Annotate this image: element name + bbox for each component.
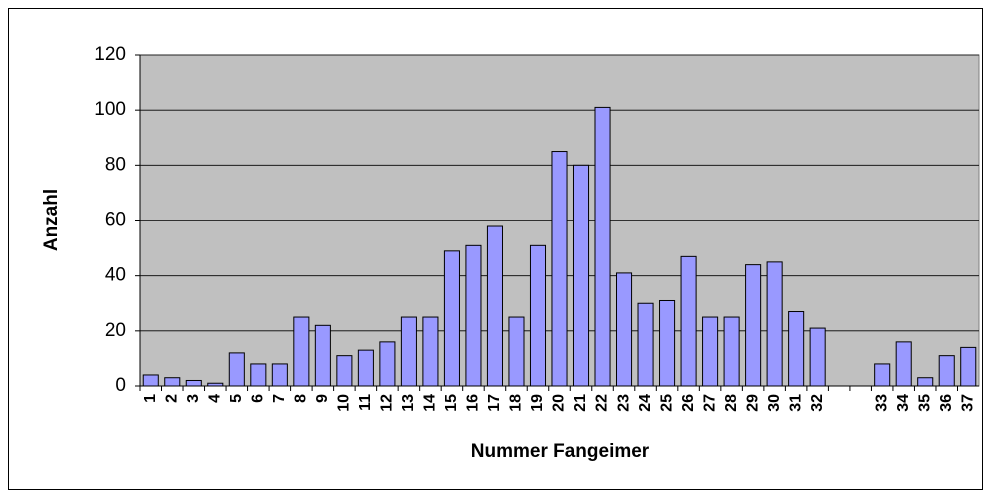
x-tick-label: 5 xyxy=(228,394,245,403)
x-tick-label: 10 xyxy=(336,394,353,412)
bar xyxy=(293,316,310,387)
x-tick-label: 17 xyxy=(486,394,503,412)
x-tick-label: 30 xyxy=(766,394,783,412)
x-tick-label: 16 xyxy=(465,394,482,412)
x-tick-label: 33 xyxy=(873,394,890,412)
bar xyxy=(465,244,482,387)
x-tick-label: 4 xyxy=(207,394,224,403)
bar xyxy=(766,261,783,387)
x-tick-label: 1 xyxy=(142,394,159,403)
bar xyxy=(443,250,460,387)
x-tick-label: 23 xyxy=(615,394,632,412)
x-tick-label: 20 xyxy=(551,394,568,412)
x-tick-label: 26 xyxy=(680,394,697,412)
x-tick-label: 19 xyxy=(529,394,546,412)
x-tick-label: 8 xyxy=(293,394,310,403)
y-tick-label: 100 xyxy=(94,99,126,120)
bar xyxy=(745,264,762,387)
bar xyxy=(572,164,590,387)
bar xyxy=(874,363,891,387)
x-tick-label: 9 xyxy=(314,394,331,403)
bar xyxy=(938,355,955,387)
x-tick-label: 12 xyxy=(379,394,396,412)
x-tick-label: 2 xyxy=(163,394,180,403)
bar xyxy=(637,302,654,387)
x-tick-label: 14 xyxy=(422,394,439,412)
bar xyxy=(960,346,977,387)
bar xyxy=(895,341,912,387)
bar xyxy=(314,324,331,387)
bar xyxy=(486,225,503,387)
bar xyxy=(788,311,805,387)
x-tick-label: 35 xyxy=(916,394,933,412)
x-tick-label: 3 xyxy=(185,394,202,403)
x-tick-label: 31 xyxy=(787,394,804,412)
x-tick-label: 6 xyxy=(250,394,267,403)
x-axis-label: Nummer Fangeimer xyxy=(471,441,650,462)
x-tick-label: 25 xyxy=(658,394,675,412)
x-tick-label: 32 xyxy=(809,394,826,412)
x-tick-label: 34 xyxy=(895,394,912,412)
x-tick-label: 24 xyxy=(637,394,654,412)
bar xyxy=(680,255,697,387)
bar xyxy=(185,379,202,387)
x-tick-label: 28 xyxy=(723,394,740,412)
x-tick-label: 21 xyxy=(572,394,589,412)
bar xyxy=(659,299,676,387)
y-tick-label: 0 xyxy=(115,375,126,396)
x-tick-label: 15 xyxy=(443,394,460,412)
x-tick-label: 37 xyxy=(959,394,976,412)
bar xyxy=(551,151,568,387)
y-tick-label: 80 xyxy=(105,154,126,175)
bar xyxy=(207,382,224,387)
y-tick-label: 60 xyxy=(105,210,126,231)
bar xyxy=(702,316,719,387)
y-axis-label: Anzahl xyxy=(41,189,62,251)
y-tick-label: 120 xyxy=(94,44,126,65)
bar xyxy=(723,316,740,387)
x-tick-label: 36 xyxy=(938,394,955,412)
x-tick-label: 13 xyxy=(400,394,417,412)
bar xyxy=(508,316,525,387)
x-tick-label: 22 xyxy=(594,394,611,412)
bar xyxy=(164,377,181,387)
x-tick-label: 18 xyxy=(508,394,525,412)
bar xyxy=(379,341,396,387)
x-tick-label: 29 xyxy=(744,394,761,412)
bar xyxy=(336,355,353,387)
bar xyxy=(228,352,245,387)
bar xyxy=(271,363,288,387)
bar xyxy=(529,244,547,387)
y-tick-label: 20 xyxy=(105,320,126,341)
bar xyxy=(422,316,439,387)
bar xyxy=(809,327,826,387)
bar xyxy=(357,349,374,387)
bar xyxy=(616,272,633,387)
y-tick-label: 40 xyxy=(105,265,126,286)
bar xyxy=(250,363,267,387)
x-tick-label: 27 xyxy=(701,394,718,412)
x-tick-label: 11 xyxy=(357,394,374,411)
bar xyxy=(594,106,611,387)
bar xyxy=(400,316,417,387)
x-tick-label: 7 xyxy=(271,394,288,403)
bar xyxy=(917,377,934,387)
bar xyxy=(142,374,159,387)
